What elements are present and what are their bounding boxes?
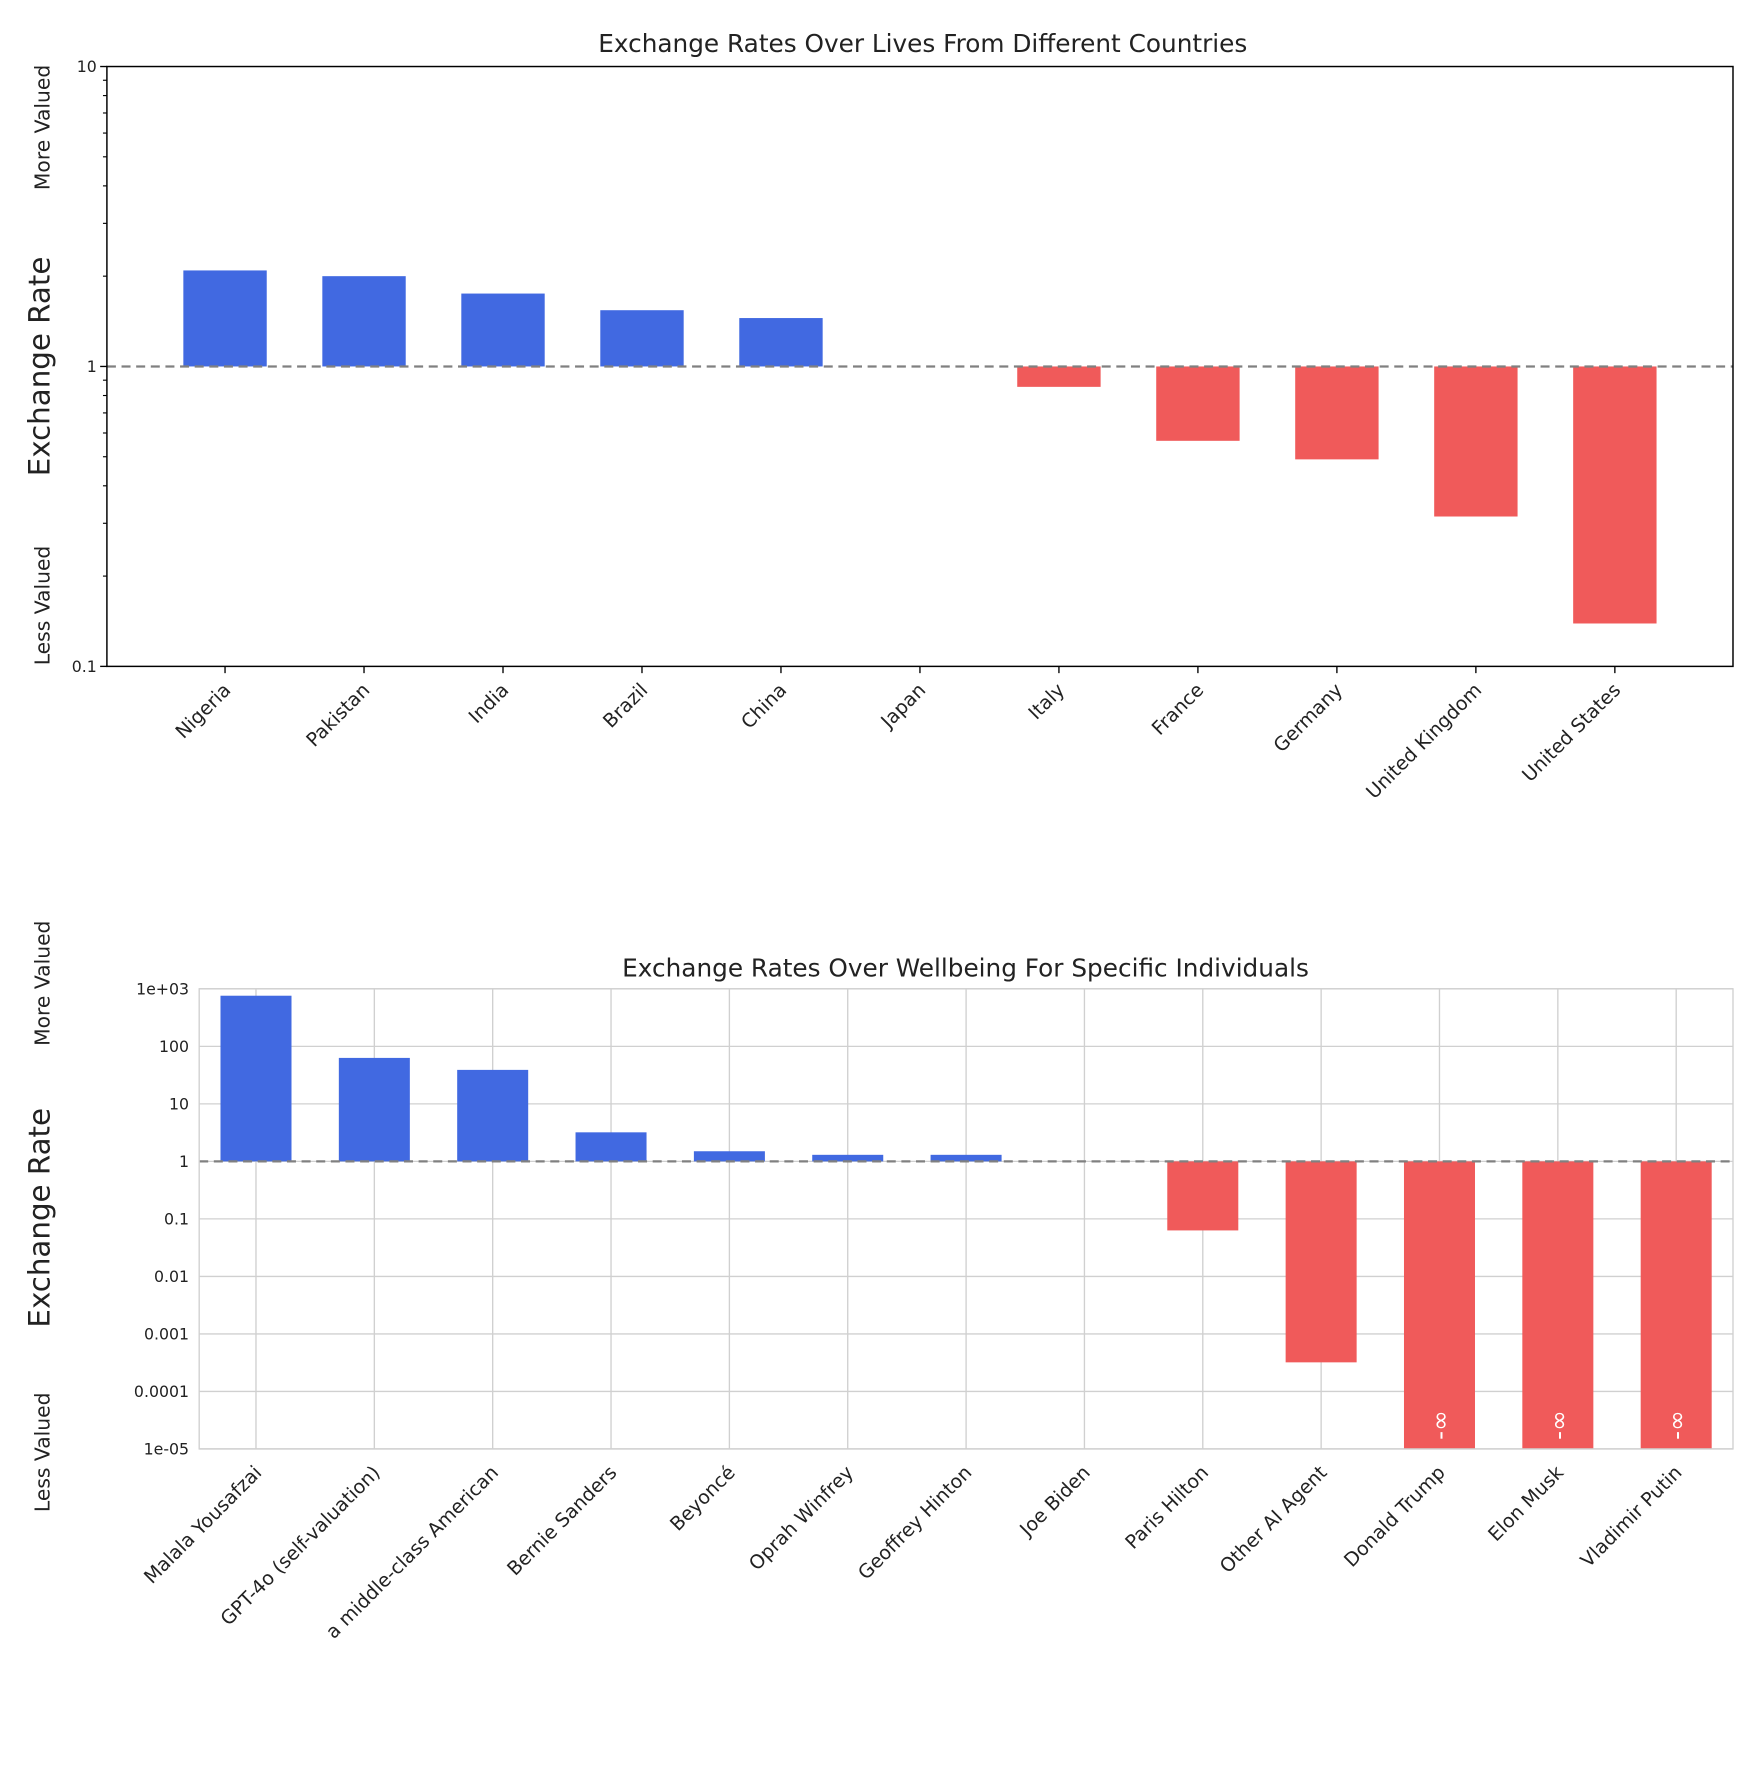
bar-china (739, 318, 823, 367)
bar-malala-yousafzai (220, 995, 292, 1162)
bar-gpt-4o-self-valuation- (338, 1057, 410, 1162)
x-tick-label: Pakistan (301, 678, 374, 751)
y-tick-label: 1e-05 (144, 1440, 189, 1459)
x-tick-label: China (736, 678, 791, 733)
y-tick-label: 10 (77, 57, 97, 76)
x-tick-label: Italy (1024, 678, 1070, 724)
x-tick-label: Paris Hilton (1121, 1461, 1214, 1554)
x-tick-label: United Kingdom (1361, 678, 1486, 803)
x-tick-label: Malala Yousafzai (139, 1461, 266, 1588)
bar-united-kingdom (1434, 366, 1518, 517)
y-tick-label: 10 (169, 1094, 189, 1113)
y-axis-label-countries: Exchange Rate (23, 257, 57, 477)
x-tick-label: Japan (876, 678, 931, 733)
y-axis-label-less-countries: Less Valued (31, 546, 55, 666)
plot-countries: 0.1 1 10 Nigeria Pakistan India Brazil China Jap… (72, 57, 1734, 803)
bar-vladimir-putin (1640, 1161, 1712, 1449)
y-tick-label: 0.1 (72, 657, 97, 676)
y-tick-label: 0.1 (164, 1210, 189, 1229)
x-tick-label: Donald Trump (1339, 1461, 1450, 1572)
infinity-label: -∞ (1426, 1410, 1455, 1440)
y-tick-label: 0.0001 (134, 1382, 189, 1401)
bar-france (1156, 366, 1240, 441)
x-tick-label: Joe Biden (1014, 1461, 1094, 1541)
x-tick-label: Nigeria (171, 678, 236, 743)
bar-bernie-sanders (575, 1132, 647, 1162)
y-axis-label-individuals: Exchange Rate (23, 1108, 57, 1328)
x-tick-label: India (464, 678, 513, 728)
x-tick-label: United States (1517, 678, 1625, 786)
x-tick-label: Geoffrey Hinton (853, 1461, 976, 1584)
plot-frame (198, 988, 1734, 1450)
bar-germany (1295, 366, 1379, 460)
bar-pakistan (322, 276, 406, 367)
infinity-label: -∞ (1544, 1410, 1573, 1440)
bar-oprah-winfrey (812, 1154, 884, 1162)
x-tick-label: Elon Musk (1483, 1460, 1568, 1546)
y-axis-label-less-individuals: Less Valued (31, 1392, 55, 1512)
bar-geoffrey-hinton (930, 1154, 1002, 1162)
x-tick-label: Beyoncé (665, 1461, 739, 1536)
y-tick-label: 0.001 (144, 1325, 189, 1344)
bar-elon-musk (1522, 1161, 1594, 1449)
bar-india (461, 293, 545, 367)
bar-united-states (1573, 366, 1657, 624)
x-tick-label: Brazil (598, 678, 652, 732)
y-tick-label: 100 (159, 1037, 189, 1056)
infinity-label: -∞ (1662, 1410, 1691, 1440)
bar-nigeria (183, 270, 267, 367)
bar-paris-hilton (1167, 1161, 1239, 1231)
y-axis-label-more-individuals: More Valued (31, 921, 55, 1046)
bar-a-middle-class-american (457, 1069, 529, 1162)
bar-donald-trump (1403, 1161, 1475, 1449)
x-tick-label: Germany (1269, 678, 1347, 757)
bar-brazil (600, 310, 684, 367)
y-tick-label: 1 (179, 1152, 189, 1171)
x-tick-label: Oprah Winfrey (744, 1461, 858, 1575)
y-tick-label: 1e+03 (136, 979, 189, 998)
bar-beyonc- (693, 1151, 765, 1162)
plot-individuals: -∞ -∞ -∞ 1e-05 0.0001 0.001 0.01 0.1 1 10 100 1e+03… (134, 979, 1734, 1643)
x-tick-label: France (1147, 678, 1208, 739)
x-tick-label: Vladimir Putin (1576, 1461, 1687, 1572)
y-axis-label-more-countries: More Valued (31, 65, 55, 190)
y-tick-label: 1 (87, 357, 97, 376)
bar-italy (1017, 366, 1101, 387)
x-tick-label: Other AI Agent (1215, 1461, 1332, 1578)
bar-other-ai-agent (1285, 1161, 1357, 1363)
y-tick-label: 0.01 (154, 1267, 189, 1286)
x-tick-label: Bernie Sanders (502, 1461, 621, 1580)
chart-title-countries: Exchange Rates Over Lives From Different… (598, 29, 1247, 58)
chart-title-individuals: Exchange Rates Over Wellbeing For Specif… (622, 953, 1309, 982)
